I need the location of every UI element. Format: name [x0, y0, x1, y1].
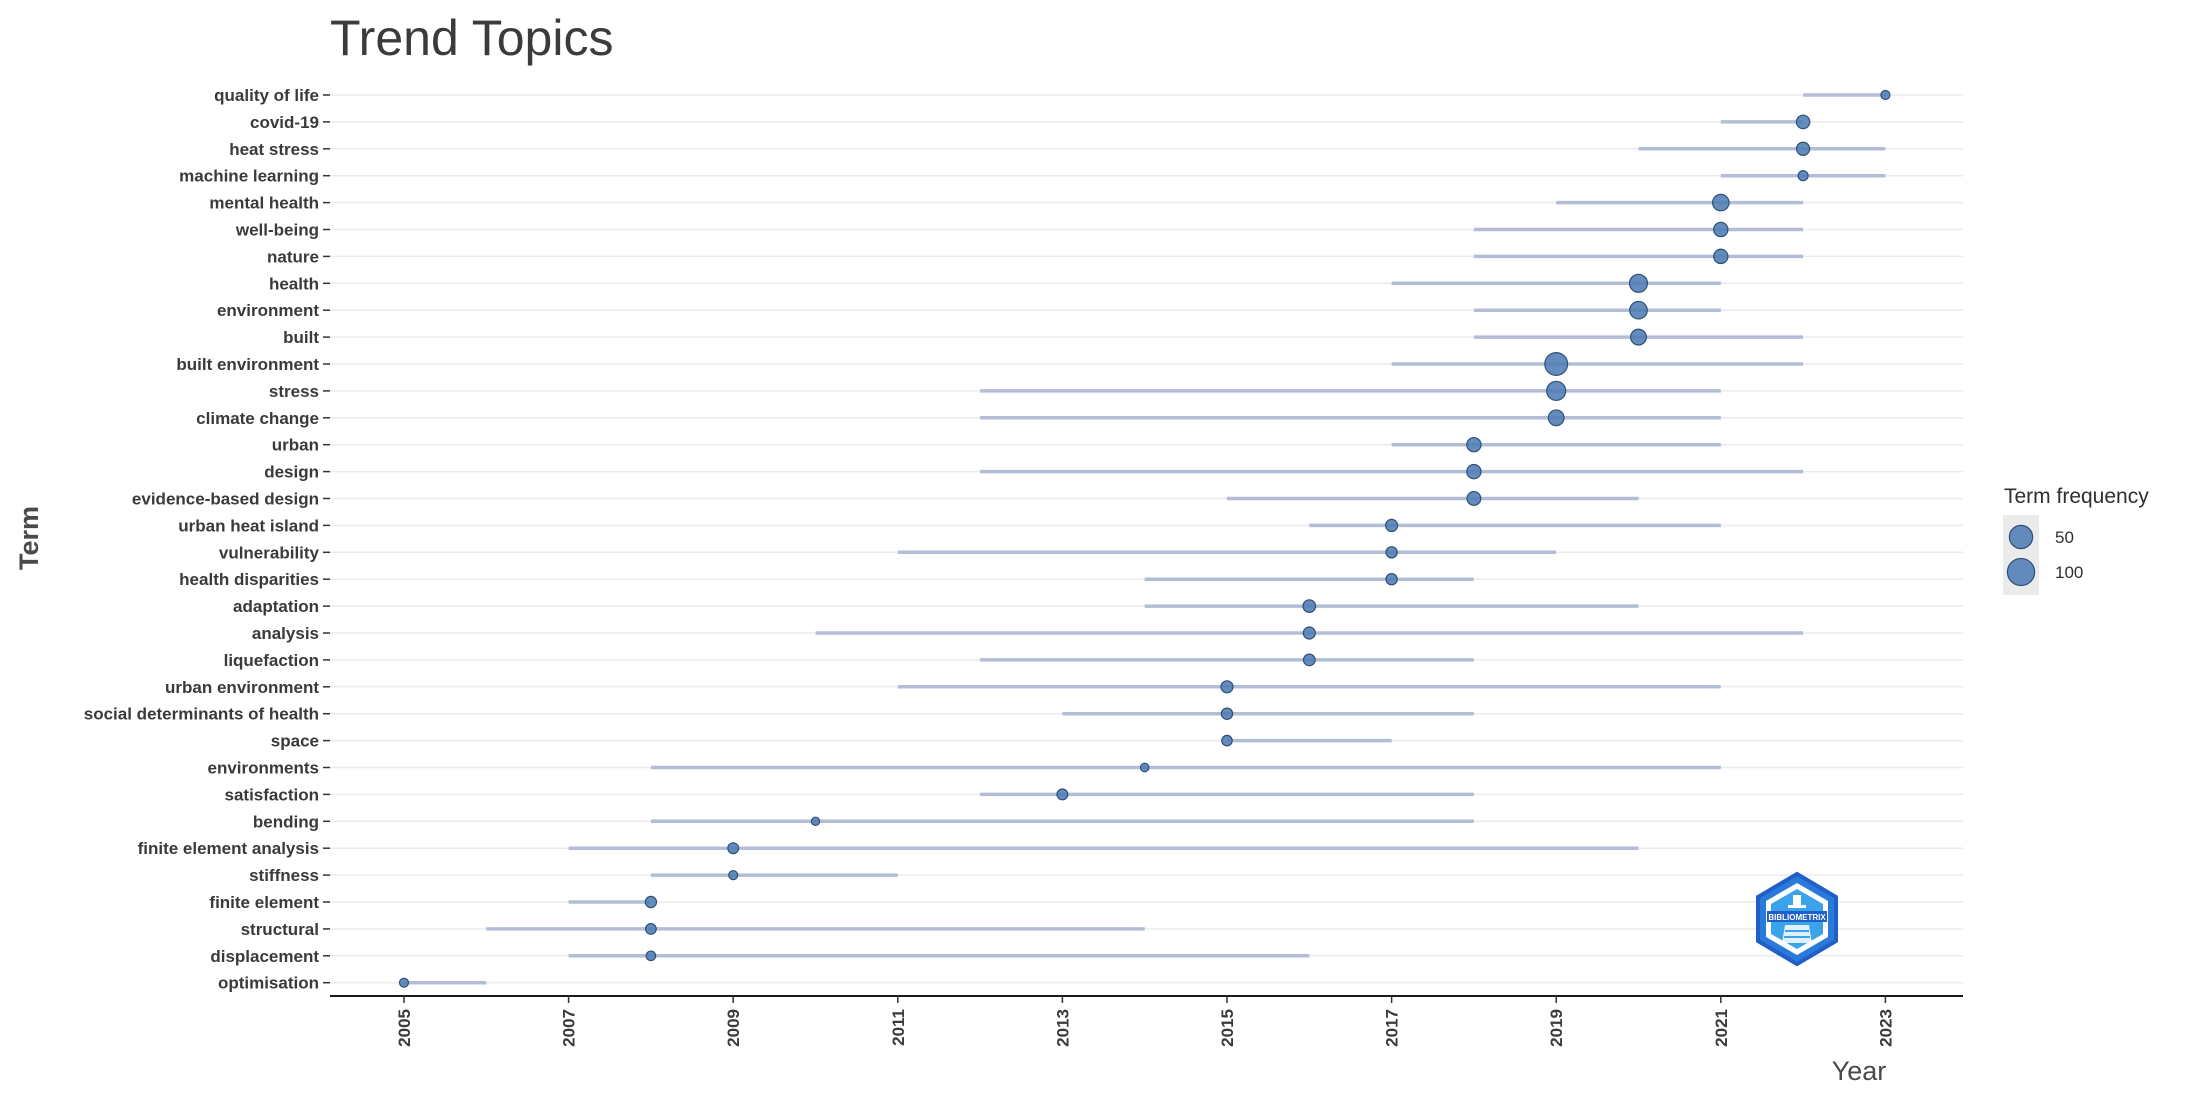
term-label: built environment [176, 355, 319, 374]
term-label: bending [253, 812, 319, 831]
term-label: finite element analysis [138, 839, 319, 858]
term-label: climate change [196, 409, 319, 428]
term-label: evidence-based design [132, 490, 319, 509]
term-label: heat stress [229, 140, 319, 159]
term-label: satisfaction [225, 785, 319, 804]
term-point [810, 816, 821, 827]
y-axis-title: Term [14, 506, 44, 570]
term-label: urban [272, 436, 319, 455]
term-label: urban heat island [178, 516, 319, 535]
term-point [728, 869, 739, 881]
bibliometrix-logo-icon: BIBLIOMETRIX [1756, 871, 1838, 967]
x-tick-label: 2009 [724, 1009, 743, 1047]
logo-text: BIBLIOMETRIX [1768, 913, 1826, 922]
term-point [1797, 170, 1809, 182]
legend-title: Term frequency [2004, 485, 2149, 508]
term-point [1385, 572, 1398, 586]
term-label: adaptation [233, 597, 319, 616]
legend-label: 50 [2055, 528, 2074, 547]
term-point [1466, 491, 1482, 506]
term-label: optimisation [218, 974, 319, 993]
term-label: health disparities [179, 570, 319, 589]
term-label: analysis [252, 624, 319, 643]
term-label: machine learning [179, 167, 319, 186]
term-label: social determinants of health [84, 705, 319, 724]
term-label: finite element [209, 893, 319, 912]
term-point [1384, 518, 1399, 533]
x-axis: 2005 2007 2009 2011 2013 2015 2017 2019 2021 2023 [330, 995, 1963, 1047]
x-tick-label: 2019 [1547, 1009, 1566, 1047]
term-point [398, 977, 410, 988]
term-point [1713, 248, 1729, 265]
x-tick-label: 2011 [889, 1009, 908, 1046]
legend-key-circle [2008, 524, 2034, 550]
term-point [727, 842, 740, 855]
term-points [398, 89, 1891, 988]
x-tick-label: 2015 [1218, 1009, 1237, 1047]
term-label: quality of life [214, 86, 319, 105]
term-label: design [264, 463, 319, 482]
term-label: structural [241, 920, 319, 939]
chart-title: Trend Topics [330, 10, 613, 66]
term-point [1385, 546, 1398, 559]
term-label: health [269, 274, 319, 293]
x-axis-title: Year [1832, 1056, 1887, 1086]
term-point [1795, 114, 1811, 130]
term-label: mental health [209, 194, 319, 213]
term-labels: quality of life covid-19 heat stress machin… [84, 86, 330, 993]
x-tick-label: 2005 [395, 1009, 414, 1047]
term-point [645, 950, 657, 962]
term-point [1713, 221, 1729, 238]
term-point [1221, 734, 1233, 747]
term-point [1795, 141, 1811, 156]
term-point [1880, 89, 1891, 101]
legend: Term frequency 50 100 [2003, 485, 2149, 595]
x-tick-label: 2021 [1712, 1009, 1731, 1047]
term-point [644, 922, 657, 935]
term-point [1466, 436, 1482, 453]
term-point [1547, 409, 1565, 427]
term-range-lines [404, 93, 1886, 985]
term-label: urban environment [165, 678, 319, 697]
term-point [1544, 352, 1569, 376]
x-tick-label: 2023 [1876, 1009, 1895, 1047]
term-point [1220, 707, 1234, 720]
term-label: well-being [235, 221, 319, 240]
term-point [1302, 599, 1317, 613]
term-point [1629, 300, 1648, 320]
term-point [1711, 193, 1730, 212]
legend-label: 100 [2055, 563, 2083, 582]
term-label: stiffness [249, 866, 319, 885]
x-tick-label: 2013 [1053, 1009, 1072, 1047]
x-tick-label: 2017 [1383, 1009, 1402, 1047]
term-label: space [271, 732, 319, 751]
term-label: liquefaction [224, 651, 319, 670]
x-tick-label: 2007 [560, 1009, 579, 1047]
term-label: stress [269, 382, 319, 401]
term-point [1628, 273, 1649, 293]
term-label: vulnerability [219, 543, 320, 562]
term-label: environment [217, 301, 319, 320]
term-point [1466, 463, 1482, 480]
term-point [1139, 762, 1150, 773]
term-point [1056, 788, 1069, 801]
term-label: displacement [210, 947, 319, 966]
term-point [644, 895, 658, 909]
term-label: nature [267, 247, 319, 266]
term-point [1630, 328, 1647, 346]
term-point [1302, 653, 1316, 667]
term-point [1302, 626, 1316, 640]
term-label: covid-19 [250, 113, 319, 132]
legend-key-circle [2006, 557, 2036, 587]
term-label: built [283, 328, 319, 347]
term-point [1220, 680, 1234, 694]
term-point [1546, 380, 1567, 401]
term-label: environments [208, 759, 319, 778]
